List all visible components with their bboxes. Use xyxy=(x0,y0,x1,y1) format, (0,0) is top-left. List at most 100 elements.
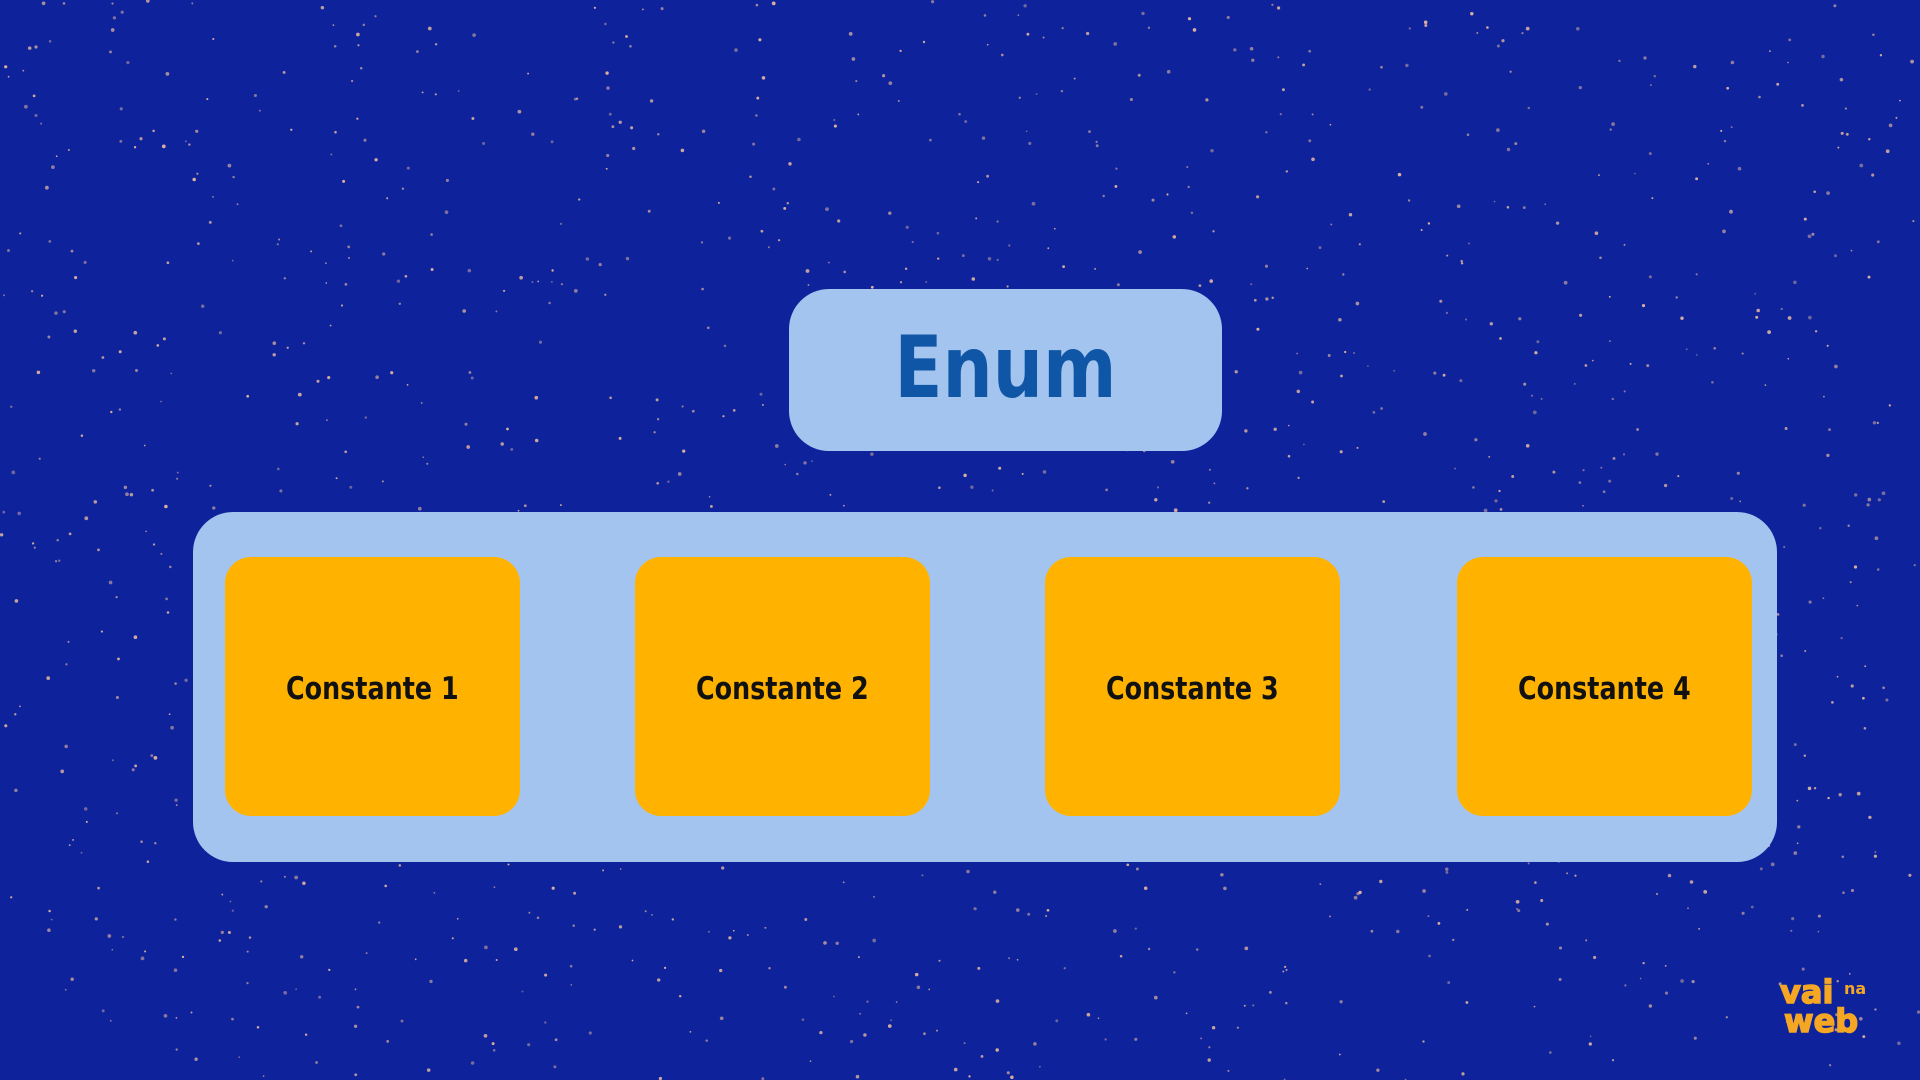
speckle-dot xyxy=(206,98,209,101)
speckle-dot xyxy=(1016,958,1019,961)
speckle-dot xyxy=(914,972,919,977)
speckle-dot xyxy=(1582,504,1584,507)
speckle-dot xyxy=(507,863,510,866)
speckle-dot xyxy=(156,344,160,347)
speckle-dot xyxy=(427,26,432,31)
speckle-dot xyxy=(1208,1046,1211,1049)
speckle-dot xyxy=(986,174,990,178)
speckle-dot xyxy=(278,238,281,241)
speckle-dot xyxy=(1268,990,1272,994)
speckle-dot xyxy=(1460,262,1464,265)
speckle-dot xyxy=(1813,787,1817,790)
speckle-dot xyxy=(10,896,13,899)
speckle-dot xyxy=(1624,984,1627,987)
speckle-dot xyxy=(400,1019,404,1023)
speckle-dot xyxy=(290,128,293,131)
speckle-dot xyxy=(109,1019,112,1022)
speckle-dot xyxy=(495,958,498,962)
speckle-dot xyxy=(1648,1004,1653,1008)
speckle-dot xyxy=(1680,979,1684,983)
speckle-dot xyxy=(1198,284,1202,288)
speckle-dot xyxy=(1793,280,1797,285)
speckle-dot xyxy=(682,449,686,453)
speckle-dot xyxy=(164,504,168,509)
speckle-dot xyxy=(1251,58,1255,62)
speckle-dot xyxy=(1663,483,1668,488)
speckle-dot xyxy=(1372,411,1376,414)
speckle-dot xyxy=(681,405,684,408)
speckle-dot xyxy=(560,283,563,286)
speckle-dot xyxy=(1344,350,1347,354)
speckle-dot xyxy=(466,445,471,449)
speckle-dot xyxy=(605,71,609,75)
speckle-dot xyxy=(414,958,417,961)
speckle-dot xyxy=(1511,475,1515,478)
constant-box-4: Constante 4 xyxy=(1457,557,1752,816)
speckle-dot xyxy=(618,436,622,440)
speckle-dot xyxy=(958,112,961,116)
speckle-dot xyxy=(759,392,763,396)
speckle-dot xyxy=(551,269,554,272)
speckle-dot xyxy=(382,252,386,256)
speckle-dot xyxy=(1888,123,1893,128)
speckle-dot xyxy=(1611,122,1615,126)
speckle-dot xyxy=(162,337,166,341)
speckle-dot xyxy=(1339,450,1343,454)
speckle-dot xyxy=(67,640,70,643)
speckle-dot xyxy=(764,926,767,929)
speckle-dot xyxy=(1000,53,1004,57)
speckle-dot xyxy=(108,580,113,585)
speckle-dot xyxy=(1358,243,1361,246)
speckle-dot xyxy=(1873,854,1877,858)
speckle-dot xyxy=(1253,298,1257,302)
speckle-dot xyxy=(768,967,771,970)
speckle-dot xyxy=(40,294,44,297)
speckle-dot xyxy=(1588,1042,1592,1046)
speckle-dot xyxy=(1895,116,1898,119)
speckle-dot xyxy=(212,506,216,510)
constant-label-4: Constante 4 xyxy=(1518,670,1691,707)
speckle-dot xyxy=(570,984,573,986)
speckle-dot xyxy=(1147,26,1151,29)
speckle-dot xyxy=(1872,421,1877,425)
speckle-dot xyxy=(1687,907,1689,910)
speckle-dot xyxy=(1408,27,1412,30)
speckle-dot xyxy=(1465,1001,1469,1004)
speckle-dot xyxy=(1600,466,1603,469)
speckle-dot xyxy=(1306,267,1309,270)
speckle-dot xyxy=(398,864,402,867)
speckle-dot xyxy=(32,94,36,98)
speckle-dot xyxy=(126,60,130,65)
speckle-dot xyxy=(1499,507,1503,511)
speckle-dot xyxy=(495,310,498,313)
speckle-dot xyxy=(911,240,914,244)
speckle-dot xyxy=(143,444,146,447)
speckle-dot xyxy=(70,249,74,253)
speckle-dot xyxy=(119,107,123,111)
speckle-dot xyxy=(598,262,602,267)
speckle-dot xyxy=(330,153,333,156)
speckle-dot xyxy=(194,1057,198,1061)
vai-na-web-logo: vai na web xyxy=(1779,972,1866,1040)
speckle-dot xyxy=(1853,493,1858,497)
speckle-dot xyxy=(1339,1000,1343,1004)
speckle-dot xyxy=(823,941,827,945)
speckle-dot xyxy=(1016,908,1020,912)
speckle-dot xyxy=(1876,421,1879,425)
speckle-dot xyxy=(1899,99,1901,102)
speckle-dot xyxy=(1707,162,1710,165)
speckle-dot xyxy=(1095,140,1098,144)
speckle-dot xyxy=(1532,410,1537,415)
speckle-dot xyxy=(755,114,758,117)
speckle-dot xyxy=(483,1033,488,1038)
speckle-dot xyxy=(819,1030,823,1035)
speckle-dot xyxy=(1648,152,1652,156)
speckle-dot xyxy=(829,493,832,496)
speckle-dot xyxy=(375,375,379,379)
speckle-dot xyxy=(700,241,704,244)
speckle-dot xyxy=(117,657,120,661)
speckle-dot xyxy=(334,130,337,134)
speckle-dot xyxy=(801,1018,805,1021)
speckle-dot xyxy=(797,137,801,142)
speckle-dot xyxy=(1850,888,1855,893)
